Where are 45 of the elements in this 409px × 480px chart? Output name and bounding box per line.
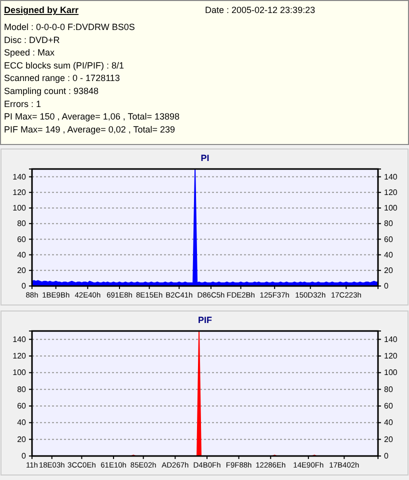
- y-tick-label: 120: [12, 352, 27, 361]
- y-tick-label: 140: [12, 334, 27, 344]
- y2-tick-label: 0: [384, 452, 389, 461]
- y2-tick-label: 0: [384, 282, 389, 291]
- y2-tick-label: 40: [384, 418, 394, 428]
- y-tick-label: 40: [17, 250, 27, 260]
- y2-tick-label: 80: [384, 219, 394, 228]
- y2-tick-label: 120: [384, 188, 398, 197]
- text: PIF Max= 149 , Average= 0,02 , Total= 239: [4, 124, 176, 134]
- y2-tick-label: 100: [384, 368, 398, 378]
- text: Designed by Karr: [4, 5, 80, 15]
- y-tick-label: 100: [12, 204, 27, 213]
- y2-tick-label: 60: [384, 234, 394, 244]
- y-tick-label: 100: [12, 368, 27, 378]
- text: Sampling count : 93848: [4, 86, 99, 96]
- y2-tick-label: 20: [384, 266, 394, 275]
- y2-tick-label: 20: [384, 434, 394, 444]
- y2-tick-label: 60: [384, 402, 394, 411]
- text: PI Max= 150 , Average= 1,06 , Total= 13898: [4, 112, 180, 122]
- y-tick-label: 120: [12, 188, 27, 197]
- text: Errors : 1: [4, 98, 42, 109]
- text: Model : 0-0-0-0 F:DVDRW BS0S: [4, 22, 135, 32]
- y-tick-label: 0: [22, 452, 27, 461]
- y-tick-label: 0: [22, 282, 27, 291]
- text: ECC blocks sum (PI/PIF) : 8/1: [4, 60, 124, 70]
- text: Scanned range : 0 - 1728113: [4, 73, 120, 84]
- text: Speed : Max: [4, 48, 56, 58]
- y2-tick-label: 100: [384, 204, 398, 213]
- y-tick-label: 80: [17, 219, 27, 228]
- y2-tick-label: 120: [384, 352, 398, 361]
- chart-title: PIF: [198, 315, 212, 325]
- chart-title: PI: [200, 153, 210, 163]
- y2-tick-label: 140: [384, 334, 398, 344]
- text: Disc : DVD+R: [4, 34, 60, 45]
- y2-tick-label: 140: [384, 172, 398, 182]
- y-tick-label: 60: [17, 234, 27, 244]
- y-tick-label: 40: [17, 418, 27, 428]
- y2-tick-label: 40: [384, 250, 394, 260]
- y-tick-label: 80: [17, 384, 27, 394]
- y-tick-label: 140: [12, 172, 27, 182]
- y-tick-label: 20: [17, 266, 27, 275]
- y-tick-label: 60: [17, 402, 27, 411]
- y-tick-label: 20: [17, 434, 27, 444]
- text: Date : 2005-02-12 23:39:23: [205, 5, 316, 15]
- y2-tick-label: 80: [384, 384, 394, 394]
